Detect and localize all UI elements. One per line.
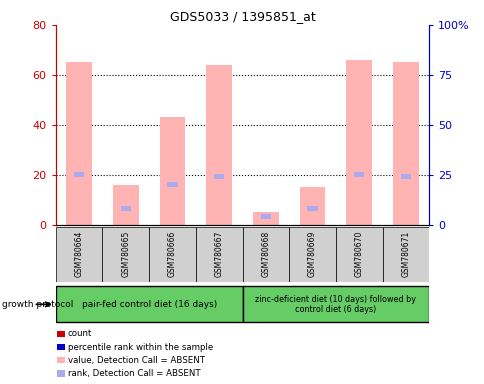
Bar <box>74 172 84 177</box>
Bar <box>346 60 371 225</box>
Text: growth protocol: growth protocol <box>2 300 74 309</box>
Bar <box>57 344 65 350</box>
Text: GDS5033 / 1395851_at: GDS5033 / 1395851_at <box>169 10 315 23</box>
Text: GSM780670: GSM780670 <box>354 230 363 277</box>
Bar <box>57 331 65 337</box>
Text: percentile rank within the sample: percentile rank within the sample <box>68 343 212 351</box>
Text: rank, Detection Call = ABSENT: rank, Detection Call = ABSENT <box>68 369 200 378</box>
Bar <box>307 206 317 211</box>
Bar <box>196 227 242 282</box>
Bar <box>57 357 65 364</box>
Bar <box>213 174 224 179</box>
Bar <box>66 62 92 225</box>
Bar <box>253 212 278 225</box>
Bar <box>206 65 231 225</box>
Bar <box>102 227 149 282</box>
Bar <box>392 62 418 225</box>
Bar <box>113 185 138 225</box>
Bar <box>353 172 363 177</box>
Text: GSM780665: GSM780665 <box>121 230 130 277</box>
Text: count: count <box>68 329 92 338</box>
Text: GSM780667: GSM780667 <box>214 230 223 277</box>
Text: pair-fed control diet (16 days): pair-fed control diet (16 days) <box>81 300 216 309</box>
Text: GSM780664: GSM780664 <box>75 230 83 277</box>
Bar <box>159 118 185 225</box>
Bar <box>242 286 428 323</box>
Text: GSM780669: GSM780669 <box>307 230 317 277</box>
Bar <box>149 227 196 282</box>
Bar <box>335 227 382 282</box>
Bar <box>299 187 325 225</box>
Bar <box>288 227 335 282</box>
Bar <box>242 227 288 282</box>
Bar <box>57 370 65 377</box>
Bar <box>56 227 102 282</box>
Bar <box>167 182 177 187</box>
Bar <box>121 206 131 211</box>
Bar <box>56 286 242 323</box>
Bar <box>260 214 271 219</box>
Bar <box>382 227 428 282</box>
Text: zinc-deficient diet (10 days) followed by
control diet (6 days): zinc-deficient diet (10 days) followed b… <box>255 295 415 314</box>
Text: GSM780671: GSM780671 <box>401 230 409 277</box>
Bar <box>400 174 410 179</box>
Text: GSM780666: GSM780666 <box>167 230 177 277</box>
Text: value, Detection Call = ABSENT: value, Detection Call = ABSENT <box>68 356 204 365</box>
Text: GSM780668: GSM780668 <box>261 230 270 277</box>
